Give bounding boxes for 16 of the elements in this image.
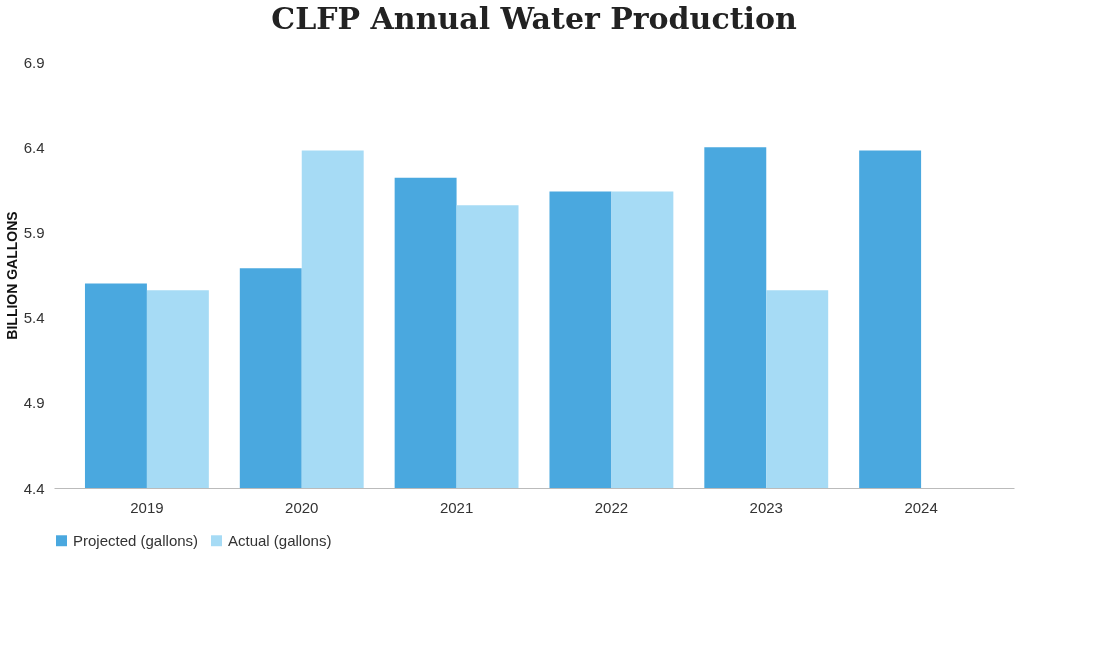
y-tick-label: 4.4 <box>23 479 45 497</box>
y-tick-label: 4.9 <box>23 394 45 412</box>
legend-label: Actual (gallons) <box>228 531 332 549</box>
x-tick-label: 2020 <box>285 498 319 516</box>
y-tick-label: 5.9 <box>23 223 45 241</box>
y-tick-label: 5.4 <box>23 309 45 327</box>
y-tick-label: 6.9 <box>23 53 45 71</box>
chart-title: CLFP Annual Water Production <box>271 1 797 36</box>
x-tick-label: 2019 <box>130 498 164 516</box>
y-axis-title: BILLION GALLONS <box>3 211 20 340</box>
y-tick-label: 6.4 <box>23 138 45 156</box>
x-tick-label: 2022 <box>594 498 629 516</box>
x-tick-label: 2024 <box>904 498 938 516</box>
x-tick-label: 2021 <box>439 498 474 516</box>
x-tick-label: 2023 <box>749 498 783 516</box>
legend-label: Projected (gallons) <box>73 531 199 549</box>
